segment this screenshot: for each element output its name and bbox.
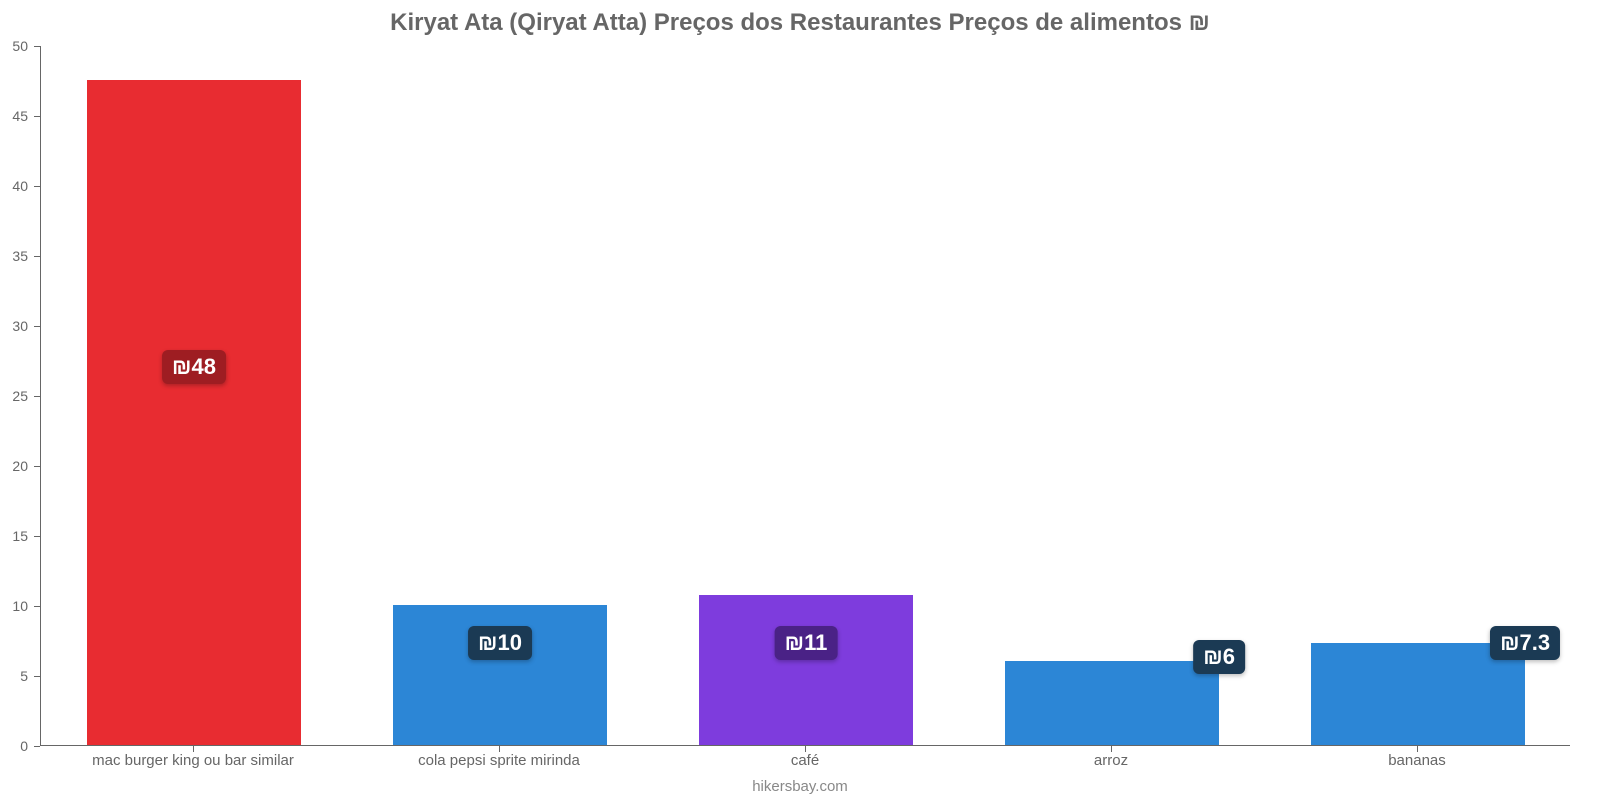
y-tick-label: 50 [12,38,28,54]
plot-row: 05101520253035404550 ₪48₪10₪11₪6₪7.3 mac… [0,46,1600,774]
bar [1005,661,1219,745]
chart-title: Kiryat Ata (Qiryat Atta) Preços dos Rest… [0,0,1600,46]
y-axis: 05101520253035404550 [0,46,40,746]
plot-area: ₪48 ₪10 ₪11 ₪6 ₪7.3 [40,46,1570,746]
value-badge: ₪48 [162,350,226,384]
value-badge: ₪7.3 [1490,626,1560,660]
bar [87,80,301,745]
y-tick-label: 0 [20,738,28,754]
y-tick-label: 40 [12,178,28,194]
value-badge: ₪6 [1193,640,1245,674]
x-tick-label: café [791,752,819,769]
y-tick: 5 [20,668,40,684]
x-tick-label: arroz [1094,752,1128,769]
chart-footer: hikersbay.com [0,774,1600,800]
x-tick-label: cola pepsi sprite mirinda [418,752,580,769]
x-axis: mac burger king ou bar similar cola pepsi… [40,746,1570,774]
y-tick-label: 25 [12,388,28,404]
value-badge: ₪10 [468,626,532,660]
bar [699,595,913,745]
y-tick-label: 10 [12,598,28,614]
price-bar-chart: Kiryat Ata (Qiryat Atta) Preços dos Rest… [0,0,1600,800]
y-tick-label: 35 [12,248,28,264]
y-tick-label: 45 [12,108,28,124]
y-tick-label: 30 [12,318,28,334]
y-tick-label: 15 [12,528,28,544]
value-badge: ₪11 [775,626,838,660]
y-tick: 35 [12,248,40,264]
y-tick: 20 [12,458,40,474]
x-tick-label: bananas [1388,752,1446,769]
y-tick-label: 5 [20,668,28,684]
y-tick: 45 [12,108,40,124]
y-tick-label: 20 [12,458,28,474]
y-tick: 25 [12,388,40,404]
y-tick: 0 [20,738,40,754]
y-tick: 50 [12,38,40,54]
y-tick: 30 [12,318,40,334]
x-tick-label: mac burger king ou bar similar [92,752,294,769]
y-tick: 40 [12,178,40,194]
y-tick: 15 [12,528,40,544]
y-tick: 10 [12,598,40,614]
